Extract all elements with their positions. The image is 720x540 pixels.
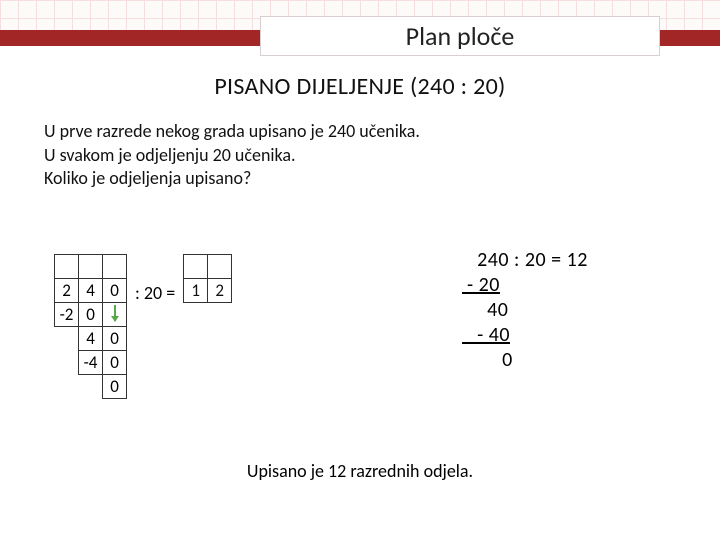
col-header-j: J (208, 255, 232, 279)
cell: 1 (184, 279, 208, 303)
col-header-s: S (55, 255, 79, 279)
problem-line-1: U prve razrede nekog grada upisano je 24… (44, 120, 676, 143)
bring-down-arrow-cell (103, 303, 127, 327)
cell: 0 (103, 279, 127, 303)
calc-row-4: - 40 (462, 323, 510, 347)
long-division-calc: 240 : 20 = 12 - 20 40 - 40 0 (462, 248, 588, 373)
cell: 2 (208, 279, 232, 303)
cell: -2 (55, 303, 79, 327)
quotient-table: D J 1 2 (183, 254, 232, 303)
problem-line-2: U svakom je odjeljenju 20 učenika. (44, 144, 676, 167)
cell: 0 (103, 351, 127, 375)
cell: 2 (55, 279, 79, 303)
cell-empty (79, 375, 103, 399)
problem-line-3: Koliko je odjeljenja upisano? (44, 167, 676, 190)
cell: 0 (79, 303, 103, 327)
work-area: S D J 2 4 0 -2 0 4 0 -4 0 0 (54, 254, 232, 399)
cell: -4 (79, 351, 103, 375)
down-arrow-icon (114, 305, 116, 321)
division-operator-text: : 20 = (135, 282, 175, 304)
col-header-j: J (103, 255, 127, 279)
cell: 4 (79, 327, 103, 351)
cell-empty (55, 375, 79, 399)
calc-row-2: - 20 (462, 273, 500, 297)
calc-row-5: 0 (462, 348, 588, 373)
cell: 4 (79, 279, 103, 303)
problem-text: U prve razrede nekog grada upisano je 24… (44, 120, 676, 191)
calc-row-3: 40 (462, 298, 588, 323)
cell-empty (55, 351, 79, 375)
answer-text: Upisano je 12 razrednih odjela. (0, 460, 720, 482)
cell: 0 (103, 375, 127, 399)
col-header-d: D (184, 255, 208, 279)
dividend-table: S D J 2 4 0 -2 0 4 0 -4 0 0 (54, 254, 127, 399)
calc-row-1: 240 : 20 = 12 (462, 248, 588, 273)
cell-empty (55, 327, 79, 351)
page-subtitle: PISANO DIJELJENJE (240 : 20) (0, 72, 720, 101)
cell: 0 (103, 327, 127, 351)
page-title: Plan ploče (260, 16, 660, 56)
col-header-d: D (79, 255, 103, 279)
